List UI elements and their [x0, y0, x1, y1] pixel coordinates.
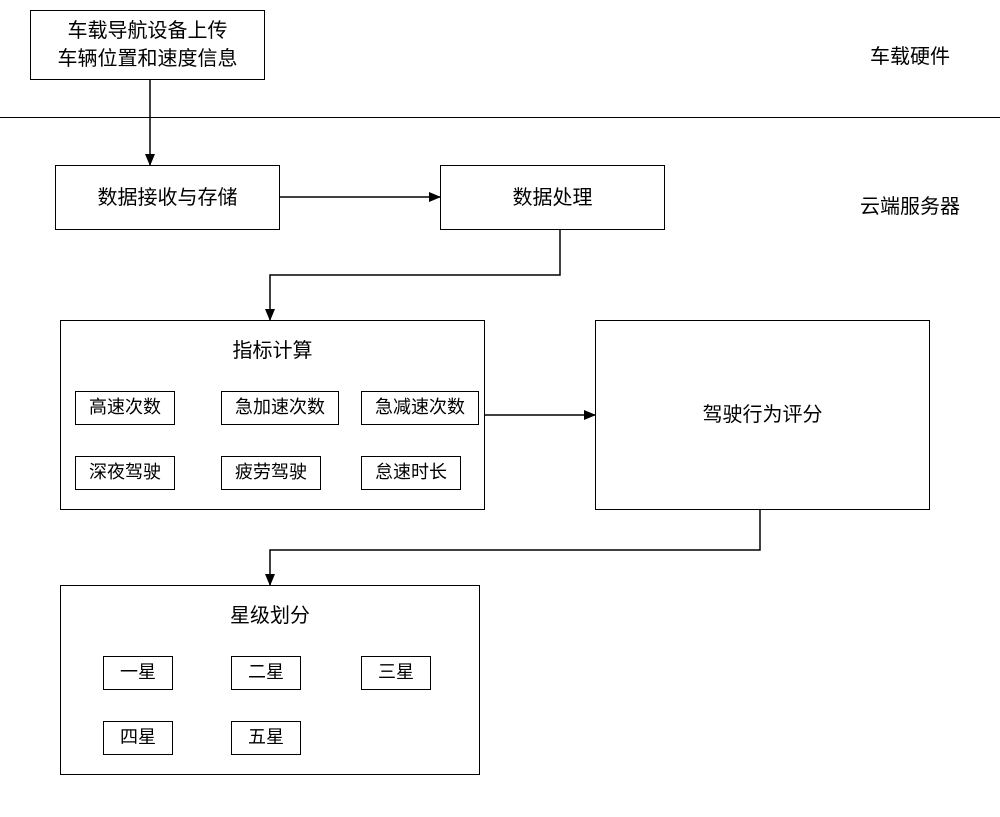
node-upload-line1: 车载导航设备上传 — [68, 20, 228, 42]
node-receive-text: 数据接收与存储 — [98, 184, 238, 212]
hardware-section-label: 车载硬件 — [870, 40, 950, 69]
metrics-item: 深夜驾驶 — [75, 456, 175, 490]
node-upload: 车载导航设备上传 车辆位置和速度信息 — [30, 10, 265, 80]
node-metrics: 指标计算 高速次数 急加速次数 急减速次数 深夜驾驶 疲劳驾驶 怠速时长 — [60, 320, 485, 510]
node-score-text: 驾驶行为评分 — [703, 401, 823, 429]
metrics-item: 疲劳驾驶 — [221, 456, 321, 490]
stars-title: 星级划分 — [61, 602, 479, 630]
node-process: 数据处理 — [440, 165, 665, 230]
server-section-label: 云端服务器 — [860, 190, 960, 219]
stars-item: 三星 — [361, 656, 431, 690]
metrics-item: 怠速时长 — [361, 456, 461, 490]
metrics-item: 急减速次数 — [361, 391, 479, 425]
metrics-item: 急加速次数 — [221, 391, 339, 425]
node-stars: 星级划分 一星 二星 三星 四星 五星 — [60, 585, 480, 775]
stars-item: 五星 — [231, 721, 301, 755]
stars-item: 四星 — [103, 721, 173, 755]
metrics-item: 高速次数 — [75, 391, 175, 425]
node-receive: 数据接收与存储 — [55, 165, 280, 230]
metrics-title: 指标计算 — [61, 337, 484, 365]
node-process-text: 数据处理 — [513, 184, 593, 212]
edge-process-metrics — [270, 230, 560, 320]
node-upload-line2: 车辆位置和速度信息 — [58, 48, 238, 70]
stars-item: 一星 — [103, 656, 173, 690]
edge-score-stars — [270, 510, 760, 585]
node-score: 驾驶行为评分 — [595, 320, 930, 510]
section-divider — [0, 117, 1000, 118]
stars-item: 二星 — [231, 656, 301, 690]
